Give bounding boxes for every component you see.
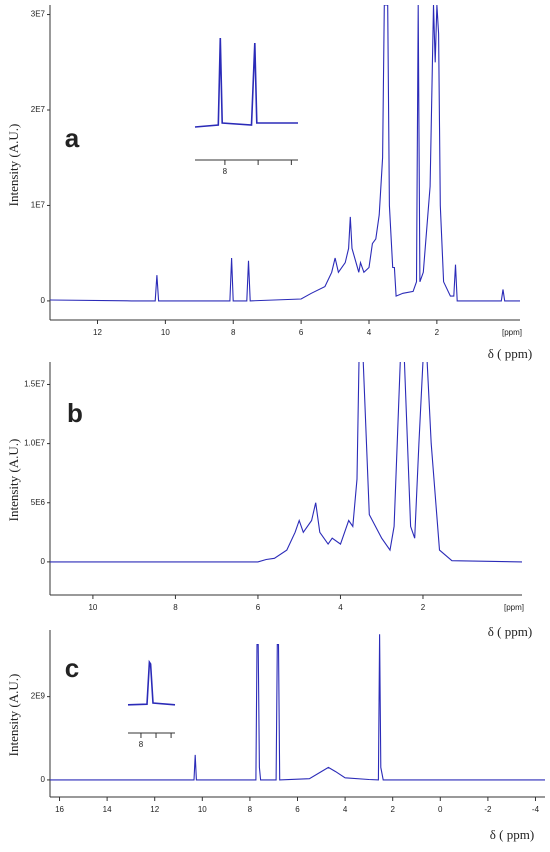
- x-unit: [ppm]: [504, 603, 524, 612]
- x-tick-label: 12: [93, 328, 102, 337]
- panel-label: c: [65, 653, 79, 683]
- y-tick-label: 1.5E7: [24, 380, 45, 389]
- spectrum-line: [50, 362, 522, 563]
- y-tick-label: 3E7: [31, 10, 46, 19]
- x-tick-label: 8: [248, 805, 253, 814]
- x-tick-label: 2: [390, 805, 395, 814]
- x-tick-label: 10: [161, 328, 170, 337]
- x-tick-label: 0: [438, 805, 443, 814]
- y-tick-label: 1E7: [31, 201, 46, 210]
- y-tick-label: 2E7: [31, 105, 46, 114]
- x-tick-label: 6: [256, 603, 261, 612]
- y-tick-label: 0: [41, 775, 46, 784]
- x-tick-label: -2: [484, 805, 492, 814]
- x-tick-label: 2: [421, 603, 426, 612]
- y-tick-label: 0: [41, 557, 46, 566]
- inset-line: [127, 659, 176, 706]
- x-tick-label: 10: [198, 805, 207, 814]
- x-tick-label: 2: [435, 328, 440, 337]
- y-tick-label: 2E9: [31, 692, 46, 701]
- x-tick-label: 8: [173, 603, 178, 612]
- x-tick-label: 8: [231, 328, 236, 337]
- inset-tick-label: 8: [139, 740, 144, 749]
- x-tick-label: 4: [367, 328, 372, 337]
- x-tick-label: 4: [338, 603, 343, 612]
- y-axis-label: Intensity (A.U.): [6, 439, 21, 522]
- x-tick-label: 16: [55, 805, 64, 814]
- y-tick-label: 5E6: [31, 498, 46, 507]
- panel-label: b: [67, 398, 83, 428]
- x-tick-label: 10: [88, 603, 97, 612]
- y-axis-label: Intensity (A.U.): [6, 674, 21, 757]
- spectrum-line: [50, 634, 545, 781]
- inset-tick-label: 8: [223, 167, 228, 176]
- x-tick-label: 12: [150, 805, 159, 814]
- x-tick-label: 14: [103, 805, 112, 814]
- x-tick-label: 6: [299, 328, 304, 337]
- x-tick-label: 6: [295, 805, 300, 814]
- x-axis-label: δ ( ppm): [490, 827, 534, 842]
- x-axis-label: δ ( ppm): [488, 624, 532, 639]
- x-axis-label: δ ( ppm): [488, 346, 532, 361]
- y-tick-label: 0: [41, 296, 46, 305]
- x-tick-label: 4: [343, 805, 348, 814]
- y-tick-label: 1.0E7: [24, 439, 45, 448]
- spectrum-line: [50, 5, 520, 302]
- x-tick-label: -4: [532, 805, 540, 814]
- inset-line: [194, 37, 298, 128]
- panel-label: a: [65, 123, 80, 153]
- y-axis-label: Intensity (A.U.): [6, 124, 21, 207]
- x-unit: [ppm]: [502, 328, 522, 337]
